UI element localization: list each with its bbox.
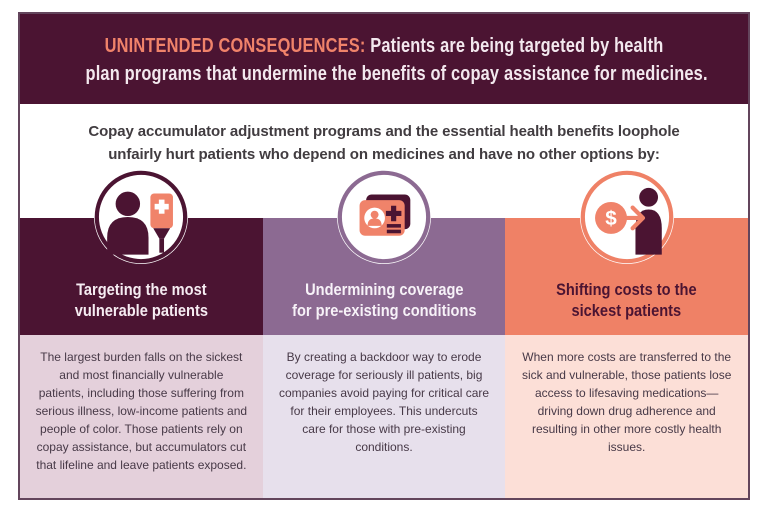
title-line-2: sickest patients — [571, 301, 682, 321]
column-body-costs: When more costs are transferred to the s… — [505, 335, 749, 498]
column-vulnerable-patients: Targeting the most vulnerable patients T… — [20, 170, 263, 498]
patient-iv-bag-icon — [94, 170, 189, 264]
header-line-1: UNINTENDED CONSEQUENCES: Patients are be… — [86, 32, 683, 60]
title-line-1: Shifting costs to the — [556, 279, 697, 299]
svg-text:$: $ — [605, 207, 617, 230]
intro-line-1: Copay accumulator adjustment programs an… — [88, 123, 680, 140]
title-line-1: Undermining coverage — [304, 279, 464, 299]
content-frame: UNINTENDED CONSEQUENCES: Patients are be… — [18, 12, 750, 500]
header-line1-rest: Patients are being targeted by health — [365, 34, 664, 57]
columns-row: Targeting the most vulnerable patients T… — [20, 170, 749, 498]
cost-shift-arrow-person-icon: $ — [579, 170, 674, 264]
title-line-1: Targeting the most — [76, 279, 207, 299]
intro-line-2: unfairly hurt patients who depend on med… — [108, 145, 660, 163]
column-title: Undermining coverage for pre-existing co… — [280, 279, 489, 323]
column-body-vulnerable: The largest burden falls on the sickest … — [20, 335, 263, 498]
column-title: Targeting the most vulnerable patients — [37, 279, 246, 323]
column-body-preexisting: By creating a backdoor way to erode cove… — [262, 335, 506, 498]
header-highlight: UNINTENDED CONSEQUENCES: — [104, 34, 366, 57]
column-title: Shifting costs to the sickest patients — [522, 279, 731, 323]
title-line-2: for pre-existing conditions — [291, 301, 477, 321]
title-line-2: vulnerable patients — [74, 301, 208, 321]
header-banner: UNINTENDED CONSEQUENCES: Patients are be… — [20, 14, 748, 104]
insurance-card-icon — [337, 170, 431, 264]
header-line-2: plan programs that undermine the benefit… — [85, 63, 708, 85]
column-preexisting-conditions: Undermining coverage for pre-existing co… — [262, 170, 506, 498]
column-shifting-costs: $ Shifting costs to the sickest patients… — [505, 170, 749, 498]
